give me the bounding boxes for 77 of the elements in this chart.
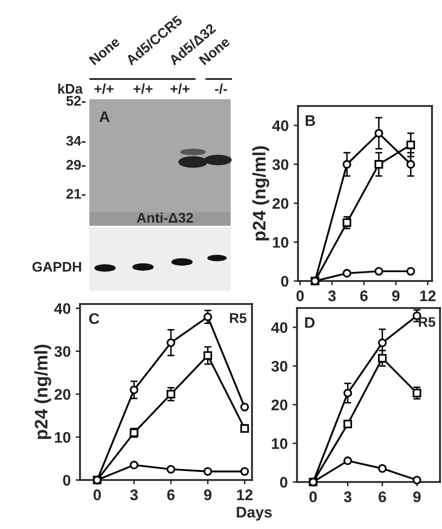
text: 34-: [66, 136, 86, 146]
x-tick-label: 6: [378, 491, 386, 502]
text: 21-: [66, 188, 86, 199]
point: [412, 388, 422, 398]
y-tick-label: 30: [271, 360, 288, 372]
chart-title: C: [89, 313, 100, 324]
x-tick-label: 6: [167, 489, 175, 500]
chart-title: D: [305, 317, 315, 328]
chart-title: B: [306, 115, 316, 126]
x-tick-label: 0: [310, 491, 317, 502]
point: [240, 402, 249, 412]
point: [342, 160, 352, 169]
point: [342, 268, 352, 278]
y-tick-label: 20: [54, 389, 70, 400]
y-axis-title: p24 (ng/ml): [252, 146, 270, 240]
text: Anti-Δ32: [136, 212, 193, 223]
text: A: [99, 111, 110, 122]
point: [130, 386, 138, 394]
point: [343, 456, 352, 466]
point: [406, 140, 416, 150]
y-tick-label: 30: [54, 346, 70, 357]
y-tick-label: 40: [272, 120, 288, 132]
x-tick-label: 9: [204, 489, 212, 500]
point: [343, 388, 352, 398]
point: [378, 464, 387, 473]
text: +/+: [134, 84, 152, 94]
text: -/-: [214, 84, 227, 94]
x-tick-label: 9: [392, 290, 400, 302]
y-tick-label: 10: [54, 432, 70, 443]
point: [240, 424, 249, 433]
point: [343, 420, 352, 428]
point: [166, 390, 176, 398]
point: [406, 266, 416, 276]
x-tick-label: 9: [413, 491, 421, 502]
y-tick-label: 0: [63, 474, 70, 486]
text: +/+: [94, 84, 114, 94]
y-axis-title: p24 (ng/ml): [34, 344, 52, 439]
point: [203, 351, 212, 360]
x-tick-label: 3: [344, 491, 352, 502]
text: +/+: [170, 84, 190, 94]
text: kDa: [58, 84, 83, 94]
y-tick-label: 40: [271, 322, 288, 334]
point: [166, 338, 176, 347]
x-tick-label: 0: [296, 290, 304, 302]
y-tick-label: 10: [272, 236, 288, 248]
y-tick-label: 10: [272, 438, 288, 450]
point: [203, 467, 212, 476]
x-tick-label: 6: [360, 290, 368, 302]
point: [412, 476, 422, 484]
point: [374, 128, 384, 138]
text: 52-: [66, 96, 86, 106]
point: [203, 312, 212, 322]
y-tick-label: 20: [272, 400, 288, 410]
point: [374, 266, 384, 276]
x-tick-label: 3: [130, 489, 138, 500]
point: [166, 464, 176, 474]
point: [342, 218, 352, 227]
x-tick-label: 0: [94, 489, 101, 500]
x-axis-title: Days: [236, 506, 272, 521]
y-tick-label: 40: [54, 303, 70, 314]
annotation: R5: [230, 313, 246, 323]
point: [406, 160, 416, 169]
x-tick-label: 3: [328, 290, 336, 302]
x-tick-label: 12: [237, 489, 253, 500]
text: GAPDH: [32, 262, 82, 272]
point: [378, 354, 387, 363]
point: [378, 338, 387, 348]
point: [240, 467, 249, 476]
point: [130, 460, 138, 470]
y-tick-label: 0: [280, 476, 288, 488]
x-tick-label: 12: [420, 290, 436, 302]
y-tick-label: 30: [272, 159, 288, 170]
annotation: R5: [418, 317, 436, 327]
point: [374, 160, 384, 169]
y-tick-label: 20: [272, 198, 288, 209]
text: 29-: [66, 160, 86, 170]
y-tick-label: 0: [281, 276, 288, 287]
